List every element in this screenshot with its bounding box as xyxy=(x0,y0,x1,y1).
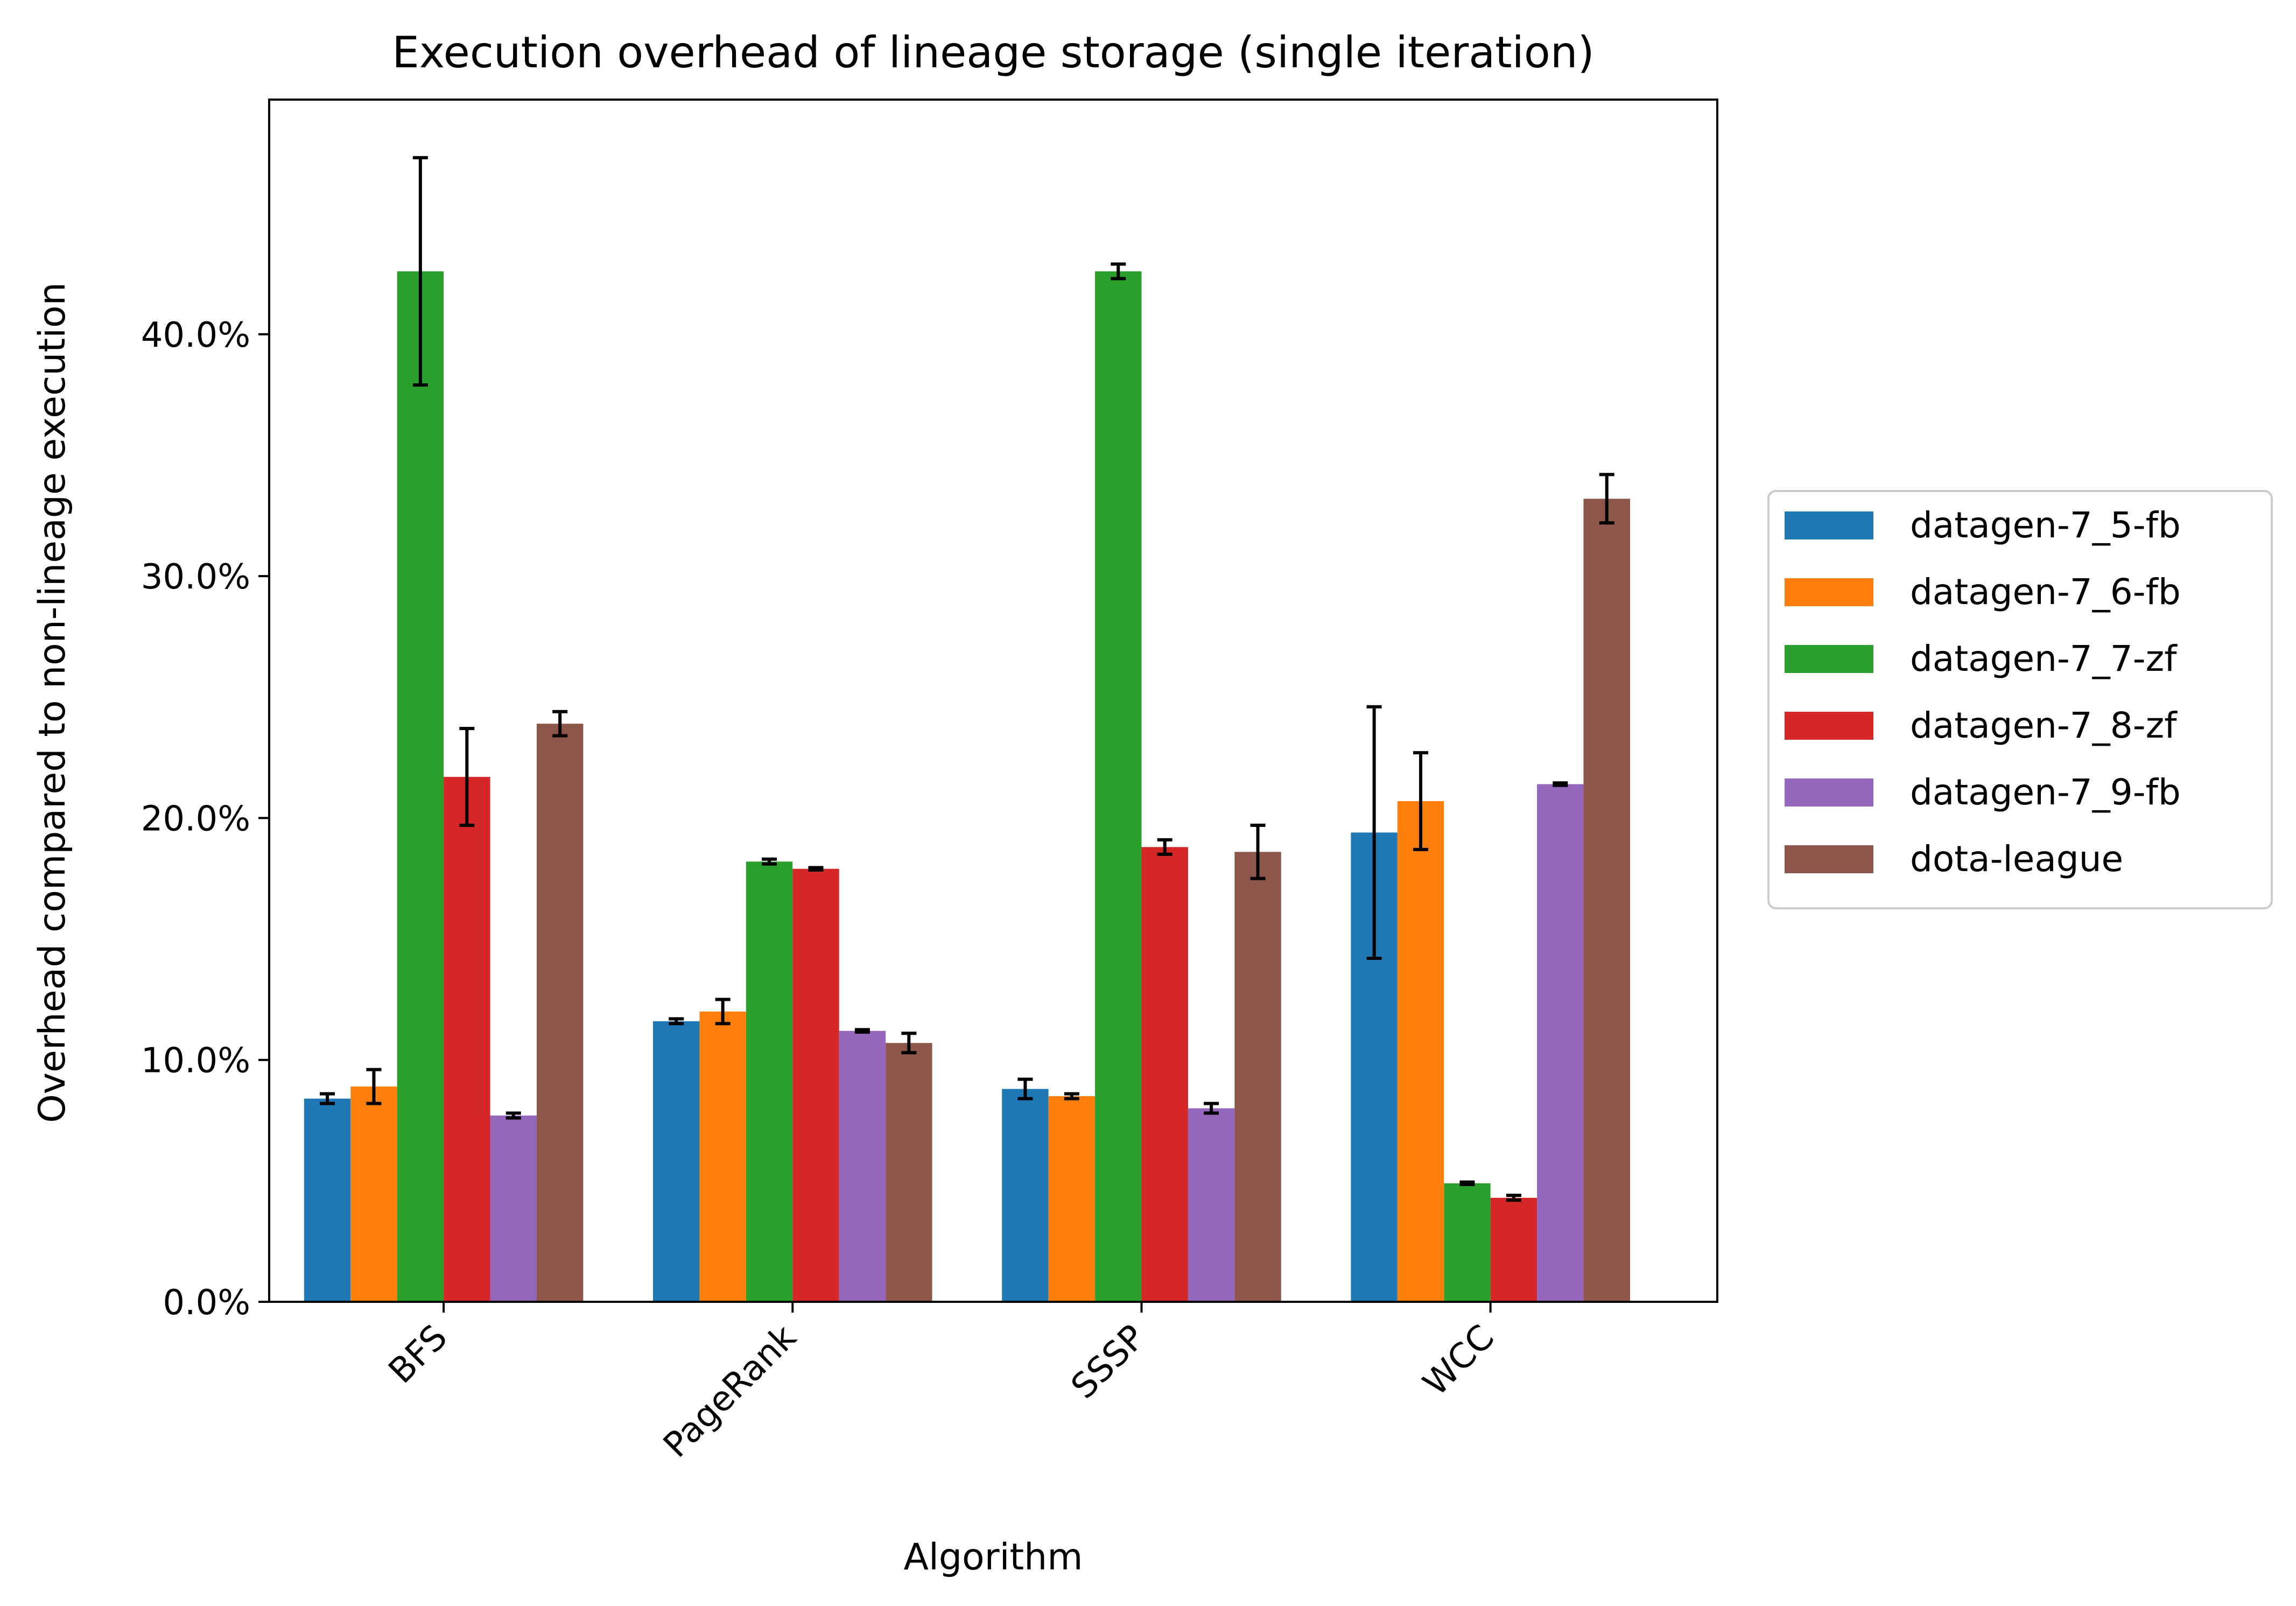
legend-item-dota-league: dota-league xyxy=(1785,838,2123,880)
error-bar-datagen-7_5-fb-BFS xyxy=(320,1092,335,1105)
x-axis: BFS PageRank SSSP WCC xyxy=(381,1302,1502,1465)
legend-swatch xyxy=(1785,511,1873,539)
x-tick-label-BFS: BFS xyxy=(381,1317,455,1391)
bar-datagen-7_8-zf-WCC xyxy=(1490,1197,1537,1302)
legend-item-datagen-7_7-zf: datagen-7_7-zf xyxy=(1785,638,2178,679)
bar-dota-league-BFS xyxy=(536,724,584,1302)
error-bar-datagen-7_6-fb-SSSP xyxy=(1064,1092,1079,1100)
x-tick-label-PageRank: PageRank xyxy=(656,1317,804,1465)
error-bar-datagen-7_7-zf-WCC xyxy=(1459,1180,1475,1187)
error-bar-datagen-7_6-fb-PageRank xyxy=(715,998,731,1026)
x-axis-label: Algorithm xyxy=(903,1536,1083,1579)
bar-datagen-7_6-fb-BFS xyxy=(350,1086,397,1302)
error-bar-datagen-7_7-zf-PageRank xyxy=(762,857,777,866)
legend-item-datagen-7_9-fb: datagen-7_9-fb xyxy=(1785,772,2181,813)
error-bar-dota-league-BFS xyxy=(552,710,568,738)
bar-datagen-7_7-zf-WCC xyxy=(1444,1183,1491,1302)
legend-item-datagen-7_6-fb: datagen-7_6-fb xyxy=(1785,571,2181,613)
bar-datagen-7_7-zf-PageRank xyxy=(746,861,793,1302)
bar-datagen-7_6-fb-SSSP xyxy=(1048,1096,1096,1302)
bar-datagen-7_7-zf-BFS xyxy=(397,271,444,1302)
y-axis-label: Overhead compared to non-lineage executi… xyxy=(31,282,74,1123)
chart-title: Execution overhead of lineage storage (s… xyxy=(392,27,1595,78)
legend-swatch xyxy=(1785,645,1873,673)
error-bar-datagen-7_7-zf-BFS xyxy=(412,156,428,387)
error-bar-datagen-7_9-fb-SSSP xyxy=(1204,1102,1219,1115)
x-tick-label-SSSP: SSSP xyxy=(1064,1317,1153,1407)
legend-swatch xyxy=(1785,845,1873,873)
legend-label: datagen-7_5-fb xyxy=(1910,504,2181,546)
bar-dota-league-SSSP xyxy=(1234,852,1281,1302)
error-bar-datagen-7_9-fb-WCC xyxy=(1553,781,1568,787)
bar-datagen-7_9-fb-SSSP xyxy=(1188,1108,1235,1302)
error-bar-datagen-7_6-fb-BFS xyxy=(366,1068,382,1105)
error-bar-datagen-7_5-fb-SSSP xyxy=(1017,1077,1033,1100)
bar-datagen-7_8-zf-SSSP xyxy=(1141,847,1188,1302)
bar-datagen-7_9-fb-WCC xyxy=(1537,784,1584,1302)
y-tick-label: 0.0% xyxy=(163,1283,250,1323)
bar-datagen-7_6-fb-PageRank xyxy=(699,1011,746,1302)
legend-label: datagen-7_7-zf xyxy=(1910,638,2178,679)
error-bars-layer xyxy=(320,156,1614,1202)
error-bar-dota-league-WCC xyxy=(1599,473,1614,525)
legend-items: datagen-7_5-fb datagen-7_6-fb datagen-7_7-… xyxy=(1785,504,2181,880)
error-bar-datagen-7_5-fb-WCC xyxy=(1366,705,1382,960)
error-bar-dota-league-PageRank xyxy=(901,1032,917,1055)
y-tick-label: 10.0% xyxy=(141,1041,250,1081)
error-bar-dota-league-SSSP xyxy=(1250,823,1266,880)
legend-swatch xyxy=(1785,779,1873,806)
plot-frame xyxy=(268,99,1718,1303)
legend-frame xyxy=(1767,490,2273,909)
bar-datagen-7_5-fb-BFS xyxy=(304,1098,351,1302)
legend-label: datagen-7_6-fb xyxy=(1910,571,2181,613)
bar-datagen-7_8-zf-PageRank xyxy=(792,868,839,1302)
error-bar-datagen-7_6-fb-WCC xyxy=(1413,751,1429,851)
error-bar-datagen-7_8-zf-BFS xyxy=(459,727,475,827)
bar-datagen-7_8-zf-BFS xyxy=(444,777,490,1302)
error-bar-datagen-7_8-zf-SSSP xyxy=(1157,838,1172,856)
legend: datagen-7_5-fb datagen-7_6-fb datagen-7_7-… xyxy=(1767,490,2273,909)
bars-layer xyxy=(304,271,1630,1302)
legend-item-datagen-7_5-fb: datagen-7_5-fb xyxy=(1785,504,2181,546)
legend-label: datagen-7_9-fb xyxy=(1910,772,2181,813)
bar-datagen-7_6-fb-WCC xyxy=(1397,801,1444,1302)
legend-label: datagen-7_8-zf xyxy=(1910,705,2178,746)
error-bar-datagen-7_7-zf-SSSP xyxy=(1111,262,1126,280)
error-bar-datagen-7_5-fb-PageRank xyxy=(669,1017,684,1026)
bar-dota-league-PageRank xyxy=(886,1043,932,1302)
legend-swatch xyxy=(1785,578,1873,606)
legend-label: dota-league xyxy=(1910,838,2123,880)
bar-datagen-7_5-fb-PageRank xyxy=(653,1021,700,1302)
error-bar-datagen-7_8-zf-WCC xyxy=(1506,1194,1521,1202)
bar-datagen-7_7-zf-SSSP xyxy=(1095,271,1142,1302)
legend-item-datagen-7_8-zf: datagen-7_8-zf xyxy=(1785,705,2178,746)
error-bar-datagen-7_9-fb-PageRank xyxy=(854,1028,870,1034)
bar-dota-league-WCC xyxy=(1583,499,1630,1302)
y-axis: 0.0% 10.0% 20.0% 30.0% 40.0% xyxy=(141,315,269,1323)
bar-datagen-7_5-fb-SSSP xyxy=(1002,1089,1049,1302)
y-tick-label: 20.0% xyxy=(141,799,250,839)
bar-datagen-7_9-fb-BFS xyxy=(490,1116,537,1302)
legend-swatch xyxy=(1785,712,1873,740)
y-tick-label: 40.0% xyxy=(141,315,250,355)
y-tick-label: 30.0% xyxy=(141,557,250,597)
x-tick-label-WCC: WCC xyxy=(1416,1317,1502,1404)
error-bar-datagen-7_9-fb-BFS xyxy=(505,1111,521,1120)
bar-datagen-7_9-fb-PageRank xyxy=(839,1030,886,1302)
error-bar-datagen-7_8-zf-PageRank xyxy=(808,866,824,872)
